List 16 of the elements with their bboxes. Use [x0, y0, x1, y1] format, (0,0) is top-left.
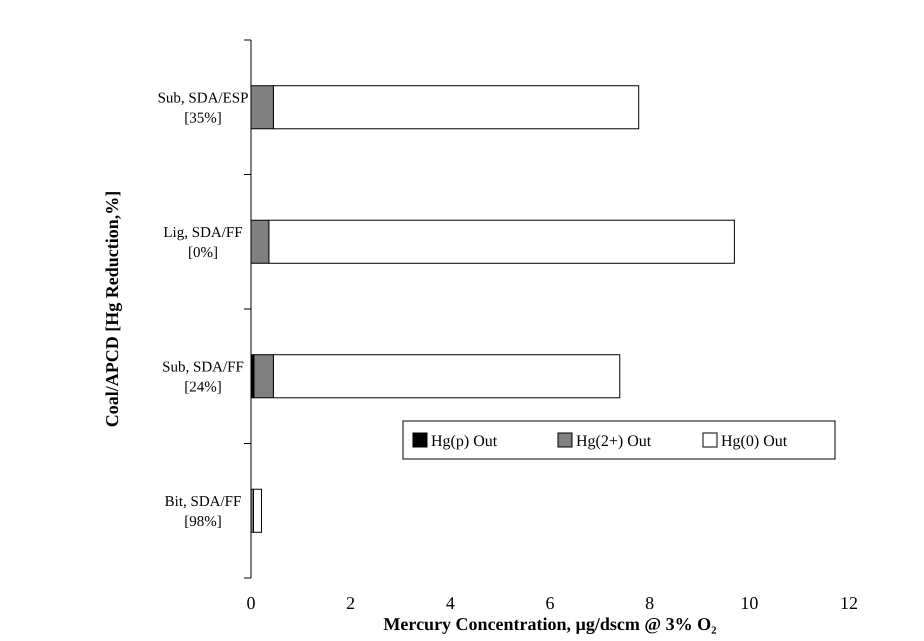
y-tick-label: Lig, SDA/FF [0%]	[163, 224, 243, 261]
x-tick-label: 12	[840, 593, 858, 613]
x-tick-label: 2	[346, 593, 356, 613]
x-axis-title: Mercury Concentration, µg/dscm @ 3% O₂	[383, 614, 717, 634]
x-tick-label: 0	[246, 593, 256, 613]
legend-label: Hg(p) Out	[431, 433, 498, 450]
y-tick-label: Sub, SDA/FF [24%]	[162, 359, 244, 396]
x-tick-label: 10	[740, 593, 758, 613]
legend-label: Hg(0) Out	[721, 433, 788, 450]
y-tick-label: Sub, SDA/ESP [35%]	[158, 90, 248, 126]
x-tick-label: 4	[446, 593, 455, 613]
x-tick-label: 8	[645, 593, 654, 613]
y-axis-title: Coal/APCD [Hg Reduction,%]	[102, 190, 122, 428]
legend-label: Hg(2+) Out	[576, 433, 652, 450]
y-tick-label: Bit, SDA/FF [98%]	[164, 494, 242, 530]
x-tick-label: 6	[546, 593, 554, 613]
